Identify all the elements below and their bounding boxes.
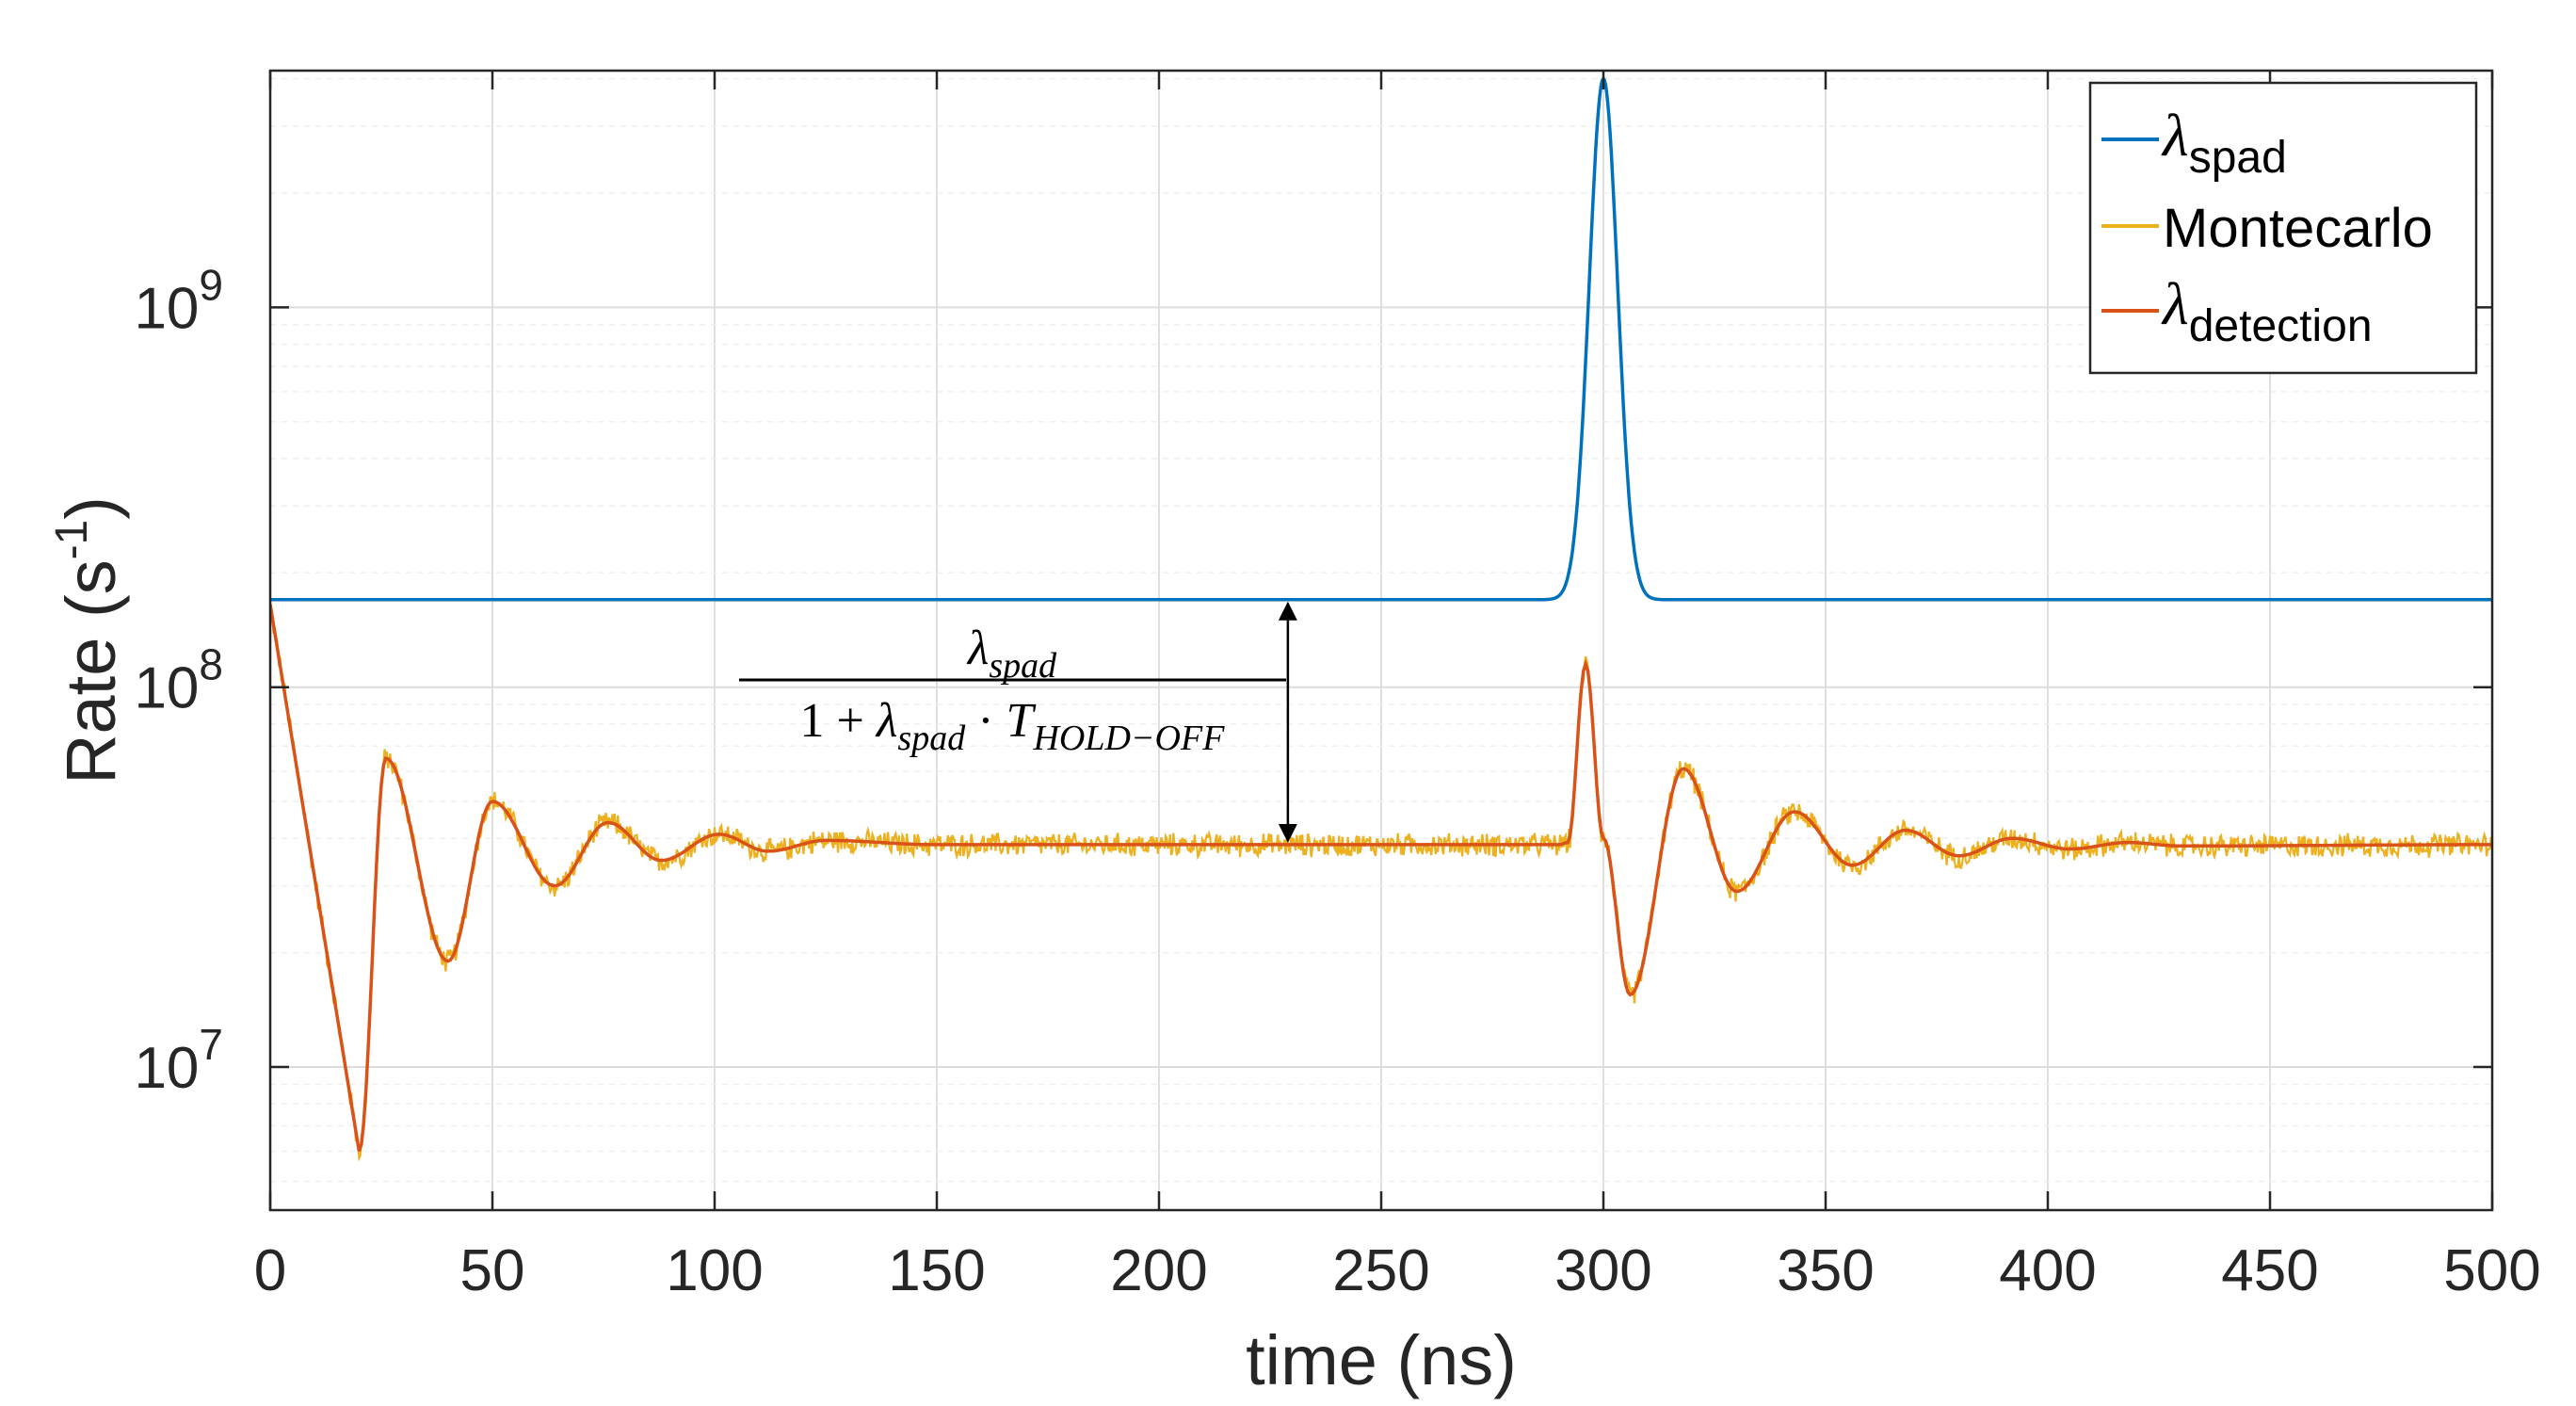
y-tick-label: 108	[134, 640, 223, 721]
x-tick-labels: 0 50 100 150 200 250 300 350 400 450 500	[254, 1238, 2541, 1303]
x-axis-title: time (ns)	[1246, 1321, 1517, 1399]
series-lambda-detection-line	[270, 604, 2492, 1153]
annotation-denominator: 1 + λspad · THOLD−OFF	[800, 694, 1226, 758]
legend-label-lambda-detection: λdetection	[2161, 270, 2373, 351]
x-tick-label: 400	[1999, 1238, 2096, 1303]
ticks	[268, 71, 2494, 1210]
y-tick-label: 107	[134, 1020, 223, 1101]
annotation: λspad 1 + λspad · THOLD−OFF	[739, 601, 1297, 843]
legend: λspad Montecarlo λdetection	[2088, 81, 2478, 375]
y-axis-title: Rate (s-1)	[47, 496, 130, 784]
x-tick-label: 100	[666, 1238, 763, 1303]
y-tick-labels: 107 108 109	[134, 260, 223, 1101]
x-tick-label: 500	[2443, 1238, 2540, 1303]
x-tick-label: 350	[1777, 1238, 1874, 1303]
x-tick-label: 300	[1554, 1238, 1651, 1303]
x-tick-label: 0	[254, 1238, 286, 1303]
y-tick-label: 109	[134, 260, 223, 341]
series-layer	[270, 75, 2492, 1162]
x-tick-label: 250	[1332, 1238, 1429, 1303]
x-tick-label: 150	[888, 1238, 985, 1303]
x-tick-label: 450	[2221, 1238, 2318, 1303]
legend-label-lambda-spad: λspad	[2161, 102, 2287, 183]
x-tick-label: 200	[1110, 1238, 1207, 1303]
x-tick-label: 50	[460, 1238, 525, 1303]
legend-label-montecarlo: Montecarlo	[2163, 198, 2433, 259]
series-lambda-spad-line	[270, 75, 2492, 602]
